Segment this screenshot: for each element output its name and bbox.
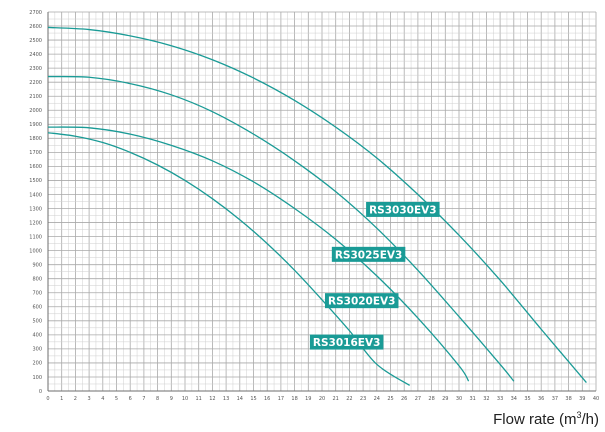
y-tick-label: 500 bbox=[32, 319, 42, 325]
x-tick-label: 21 bbox=[333, 396, 339, 402]
x-tick-label: 12 bbox=[209, 396, 215, 402]
y-tick-label: 1500 bbox=[29, 178, 42, 184]
x-tick-label: 5 bbox=[115, 396, 118, 402]
x-tick-label: 31 bbox=[470, 396, 476, 402]
x-tick-label: 26 bbox=[401, 396, 407, 402]
x-tick-label: 24 bbox=[374, 396, 380, 402]
x-tick-label: 22 bbox=[346, 396, 352, 402]
x-tick-label: 28 bbox=[428, 396, 434, 402]
y-tick-label: 2100 bbox=[29, 94, 42, 100]
y-tick-label: 1200 bbox=[29, 220, 42, 226]
x-axis-label: Flow rate (m3/h) bbox=[493, 410, 599, 428]
x-tick-label: 9 bbox=[170, 396, 173, 402]
y-tick-label: 1800 bbox=[29, 136, 42, 142]
svg-text:RS3025EV3: RS3025EV3 bbox=[335, 249, 402, 261]
y-tick-label: 2300 bbox=[29, 66, 42, 72]
y-tick-label: 100 bbox=[32, 375, 42, 381]
y-tick-label: 0 bbox=[39, 389, 42, 395]
y-tick-label: 1600 bbox=[29, 164, 42, 170]
y-tick-label: 900 bbox=[32, 262, 42, 268]
x-tick-label: 11 bbox=[196, 396, 202, 402]
y-tick-label: 2200 bbox=[29, 80, 42, 86]
x-tick-label: 16 bbox=[264, 396, 270, 402]
x-tick-label: 1 bbox=[60, 396, 63, 402]
x-tick-label: 30 bbox=[456, 396, 462, 402]
x-tick-label: 29 bbox=[442, 396, 448, 402]
x-tick-label: 27 bbox=[415, 396, 421, 402]
x-tick-label: 25 bbox=[387, 396, 393, 402]
y-tick-label: 700 bbox=[32, 291, 42, 297]
y-tick-label: 300 bbox=[32, 347, 42, 353]
x-tick-label: 19 bbox=[305, 396, 311, 402]
y-tick-label: 1100 bbox=[29, 234, 42, 240]
x-tick-label: 37 bbox=[552, 396, 558, 402]
x-tick-label: 34 bbox=[511, 396, 517, 402]
y-tick-label: 2000 bbox=[29, 108, 42, 114]
svg-text:RS3016EV3: RS3016EV3 bbox=[313, 337, 380, 349]
x-tick-label: 14 bbox=[237, 396, 243, 402]
series-label-rs3025ev3: RS3025EV3 bbox=[331, 246, 406, 262]
y-tick-label: 2500 bbox=[29, 38, 42, 44]
x-tick-label: 7 bbox=[142, 396, 145, 402]
series-label-rs3020ev3: RS3020EV3 bbox=[324, 293, 399, 309]
y-tick-label: 600 bbox=[32, 305, 42, 311]
x-tick-label: 32 bbox=[483, 396, 489, 402]
x-tick-label: 36 bbox=[538, 396, 544, 402]
y-tick-label: 1400 bbox=[29, 192, 42, 198]
x-tick-label: 6 bbox=[129, 396, 132, 402]
y-tick-label: 1000 bbox=[29, 248, 42, 254]
y-tick-label: 400 bbox=[32, 333, 42, 339]
y-tick-label: 1700 bbox=[29, 150, 42, 156]
x-tick-label: 20 bbox=[319, 396, 325, 402]
y-tick-label: 800 bbox=[32, 277, 42, 283]
series-label-rs3016ev3: RS3016EV3 bbox=[309, 334, 384, 350]
x-tick-label: 15 bbox=[250, 396, 256, 402]
y-tick-label: 200 bbox=[32, 361, 42, 367]
x-tick-label: 39 bbox=[579, 396, 585, 402]
x-tick-label: 0 bbox=[46, 396, 49, 402]
x-tick-label: 33 bbox=[497, 396, 503, 402]
y-tick-label: 2600 bbox=[29, 24, 42, 30]
x-tick-label: 4 bbox=[101, 396, 104, 402]
series-line-rs3020ev3 bbox=[47, 126, 470, 382]
x-tick-label: 40 bbox=[593, 396, 599, 402]
x-tick-label: 2 bbox=[74, 396, 77, 402]
y-tick-label: 1900 bbox=[29, 122, 42, 128]
series-line-rs3030ev3 bbox=[47, 26, 587, 383]
y-tick-label: 2700 bbox=[29, 10, 42, 16]
series-line-rs3016ev3 bbox=[47, 132, 411, 386]
series-label-rs3030ev3: RS3030EV3 bbox=[366, 201, 440, 217]
x-tick-label: 38 bbox=[565, 396, 571, 402]
x-tick-label: 18 bbox=[291, 396, 297, 402]
x-tick-label: 10 bbox=[182, 396, 188, 402]
svg-text:RS3030EV3: RS3030EV3 bbox=[369, 204, 436, 216]
series-line-rs3025ev3 bbox=[47, 75, 515, 382]
y-tick-label: 1300 bbox=[29, 206, 42, 212]
x-tick-label: 13 bbox=[223, 396, 229, 402]
y-tick-label: 2400 bbox=[29, 52, 42, 58]
x-tick-label: 23 bbox=[360, 396, 366, 402]
x-tick-label: 3 bbox=[88, 396, 91, 402]
x-tick-label: 35 bbox=[524, 396, 530, 402]
svg-text:RS3020EV3: RS3020EV3 bbox=[328, 296, 395, 308]
x-tick-label: 8 bbox=[156, 396, 159, 402]
x-tick-label: 17 bbox=[278, 396, 284, 402]
grid bbox=[47, 11, 597, 392]
